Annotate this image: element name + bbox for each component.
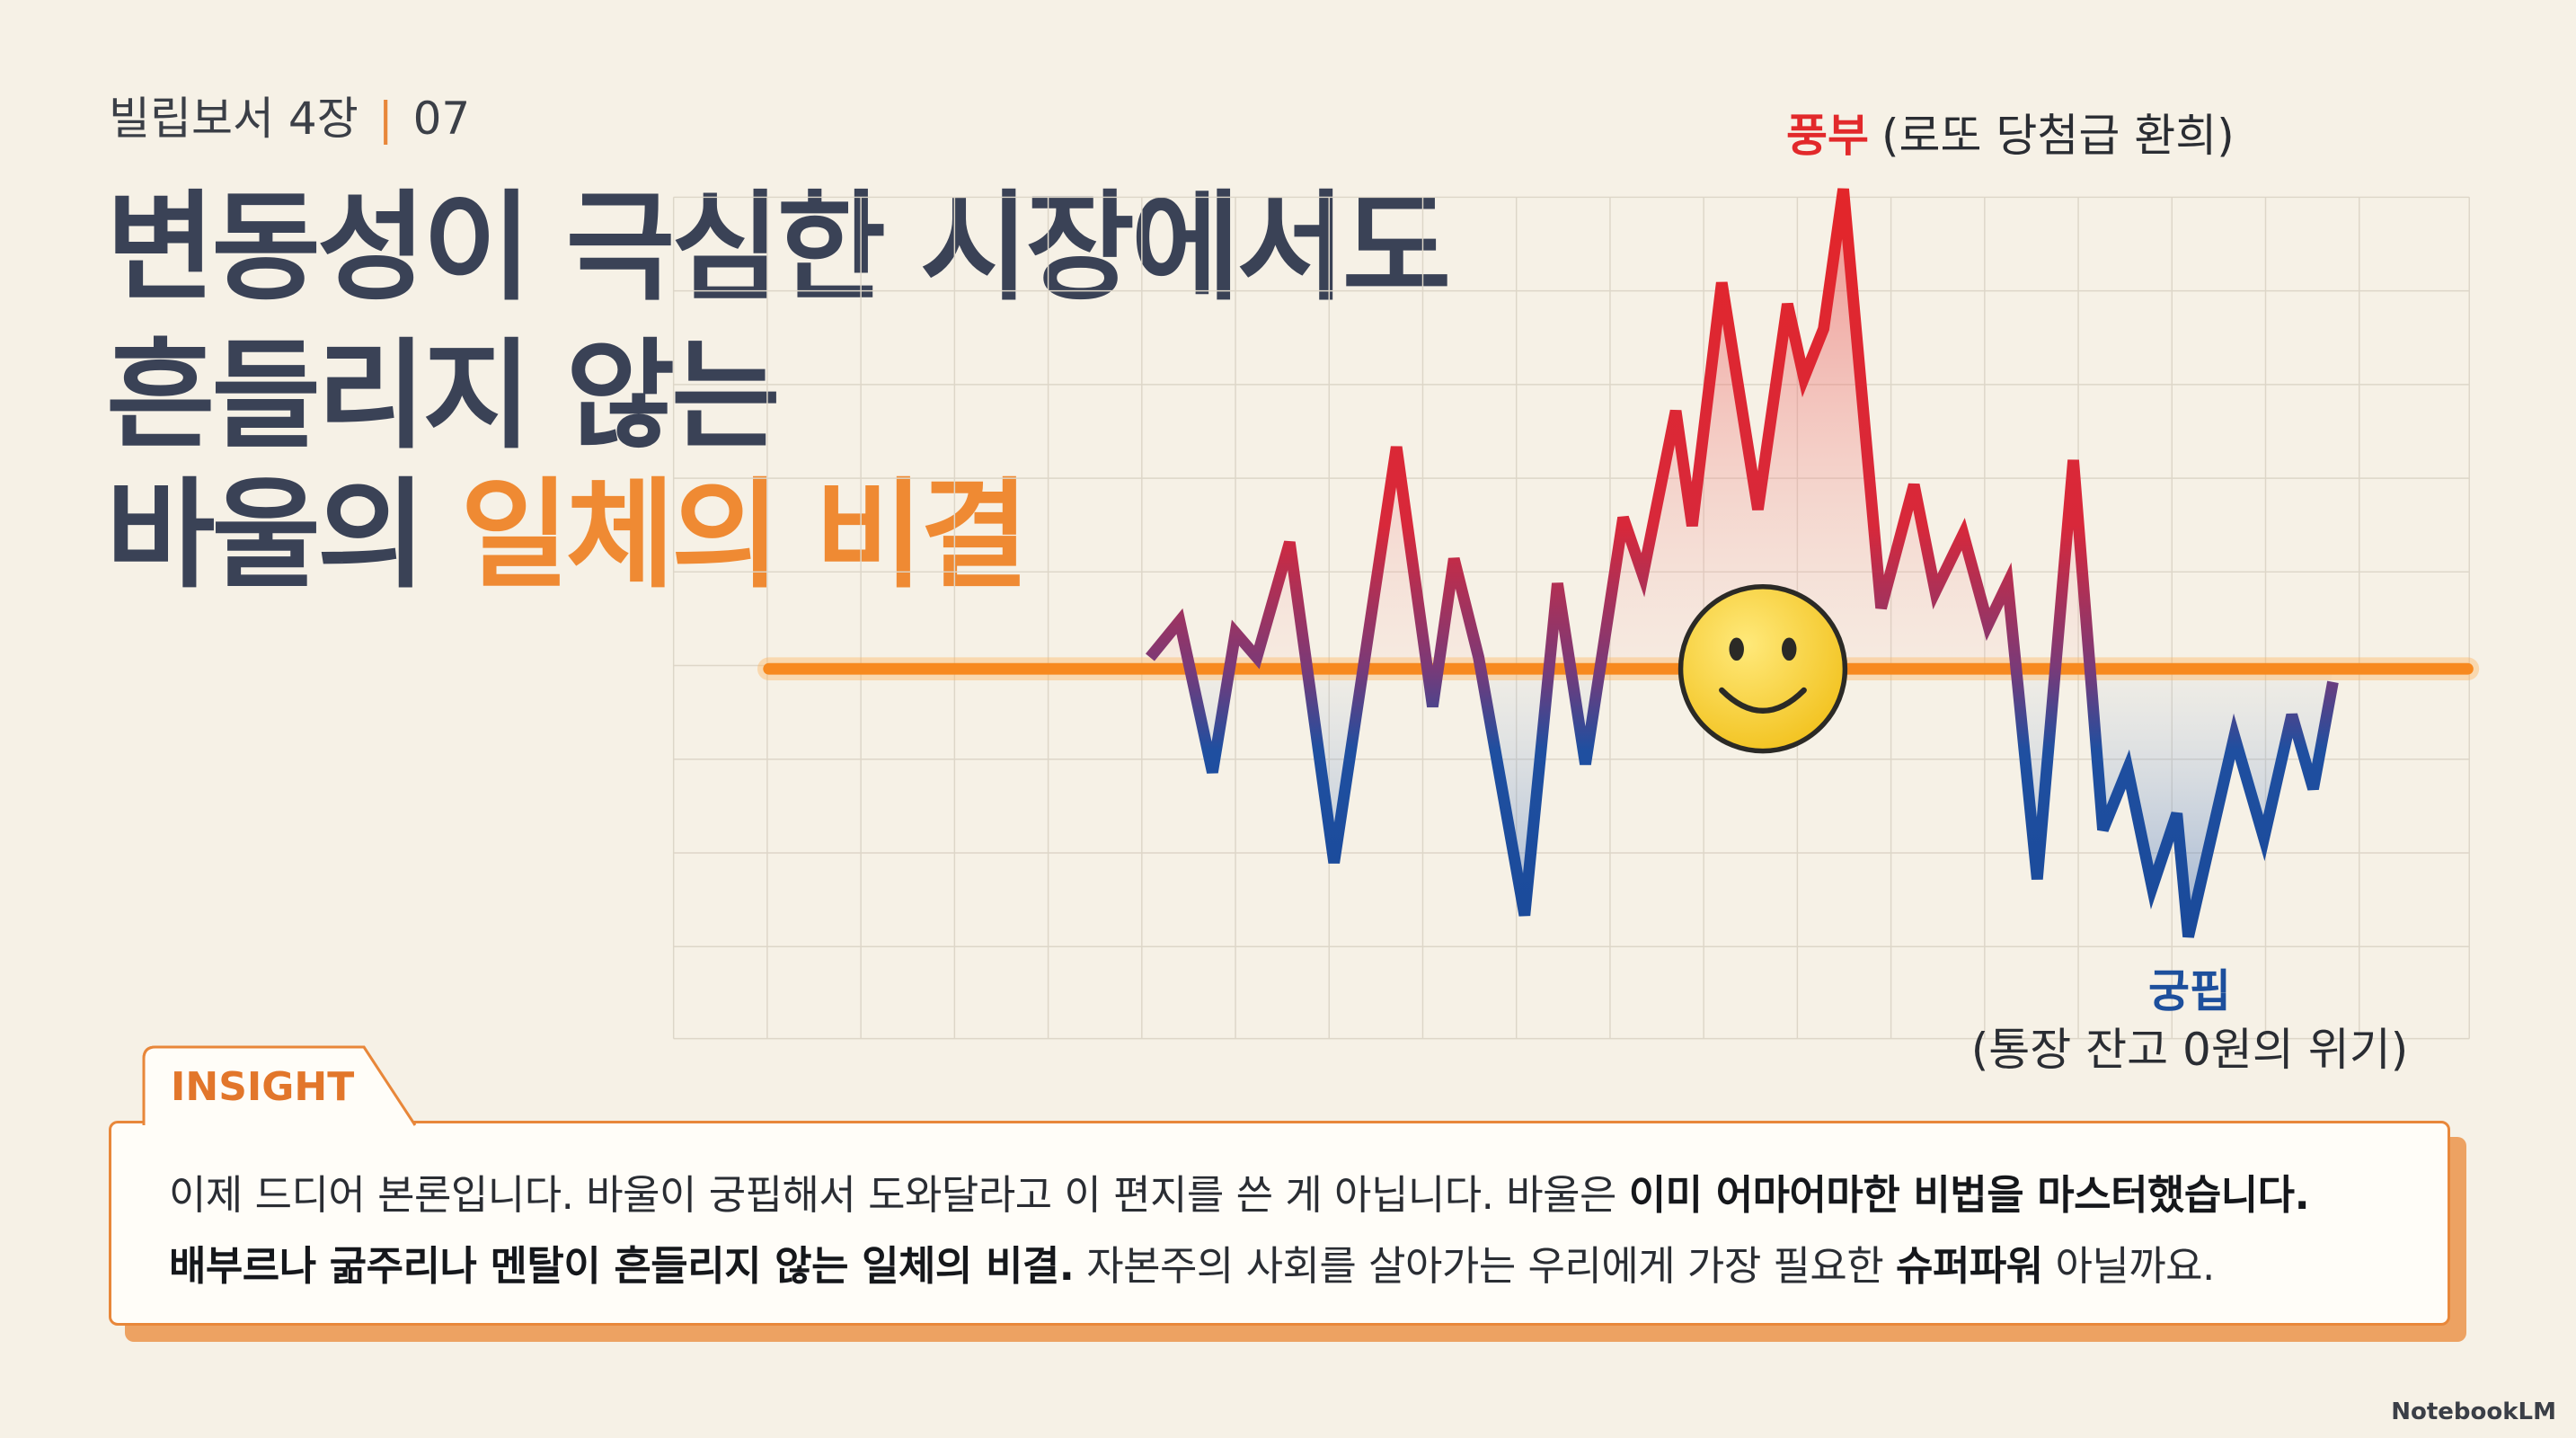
book: 빌립보서 4장 xyxy=(109,93,359,145)
title-run: 바울의 xyxy=(106,466,461,605)
insight-run: 아닐까요. xyxy=(2042,1242,2215,1290)
insight-run: 이미 어마어마한 비법을 마스터했습니다. xyxy=(1628,1171,2310,1219)
insight-box xyxy=(109,1121,2450,1326)
wave xyxy=(1145,188,2339,938)
insight-tab xyxy=(142,1045,417,1126)
insight-run: 이제 드디어 본론입니다. 바울이 궁핍해서 도와달라고 이 편지를 쓴 게 아… xyxy=(169,1171,1629,1219)
area xyxy=(1149,189,2333,937)
bottom-word: 궁핍 xyxy=(2148,965,2231,1017)
brand: NotebookLM xyxy=(2391,1398,2556,1425)
insight-run: 자본주의 사회를 살아가는 우리에게 가장 필요한 xyxy=(1074,1242,1897,1290)
top-word: 풍부 xyxy=(1786,110,1869,162)
plot xyxy=(672,188,2480,1040)
insight-tag: INSIGHT xyxy=(171,1064,355,1110)
bottom-note: (통장 잔고 0원의 위기) xyxy=(1971,1024,2409,1076)
top-note: (로또 당첨급 환희) xyxy=(1881,110,2235,162)
insight-run: 슈퍼파워 xyxy=(1896,1242,2043,1290)
header: 빌립보서 4장 | 07 xyxy=(109,83,470,147)
page-number: 07 xyxy=(412,93,471,145)
insight-run: 배부르나 굶주리나 멘탈이 흔들리지 않는 일체의 비결. xyxy=(169,1242,1075,1290)
title-line: 바울의 일체의 비결 xyxy=(106,476,1029,595)
title-line: 변동성이 극심한 시장에서도 xyxy=(106,179,1451,317)
insight-line: 배부르나 굶주리나 멘탈이 흔들리지 않는 일체의 비결. 자본주의 사회를 살… xyxy=(169,1233,2215,1292)
title-run: 일체의 비결 xyxy=(460,466,1029,605)
top-label: 풍부 (로또 당첨급 환희) xyxy=(1786,110,2235,162)
separator: | xyxy=(377,93,394,145)
smiley xyxy=(1677,584,1848,754)
insight-line: 이제 드디어 본론입니다. 바울이 궁핍해서 도와달라고 이 편지를 쓴 게 아… xyxy=(169,1162,2310,1221)
